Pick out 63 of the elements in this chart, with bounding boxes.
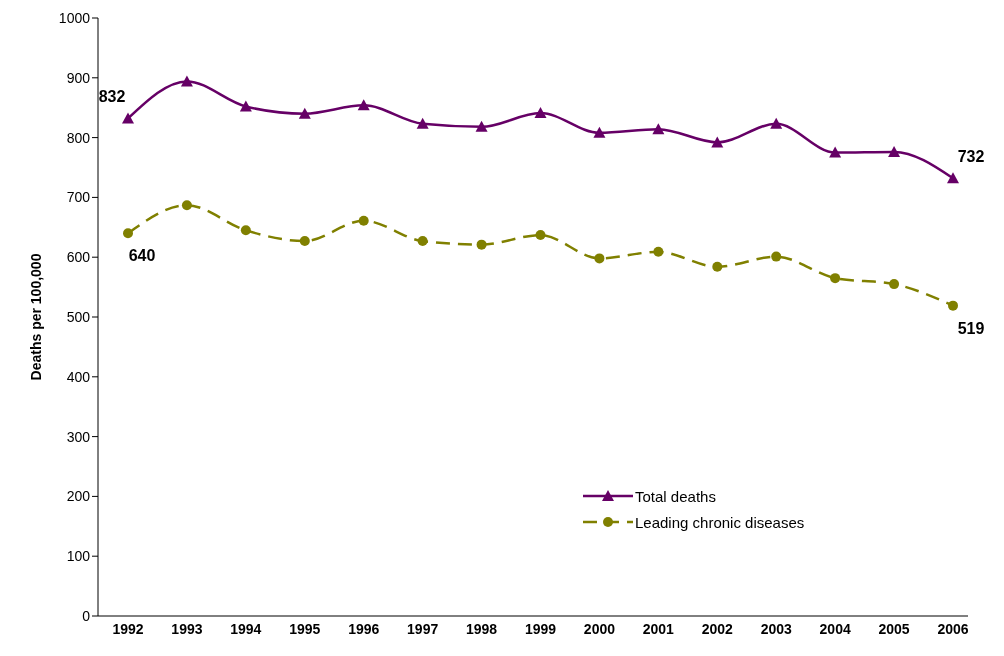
x-tick-label: 1999 — [524, 620, 557, 637]
x-tick-label: 2002 — [701, 620, 734, 637]
y-tick-label: 600 — [66, 249, 91, 266]
y-tick-label: 800 — [66, 129, 91, 146]
x-tick-label: 2003 — [760, 620, 792, 637]
x-tick-label: 2001 — [642, 620, 675, 637]
point — [830, 273, 841, 284]
point — [475, 120, 488, 132]
x-tick-label: 1995 — [289, 620, 321, 637]
x-tick-label: 2004 — [819, 620, 851, 637]
data-label: 832 — [98, 88, 126, 106]
point — [652, 123, 665, 135]
point — [888, 145, 901, 157]
x-tick-label: 1996 — [348, 620, 380, 637]
point — [535, 230, 546, 241]
point — [948, 300, 958, 311]
point — [239, 100, 252, 112]
point — [712, 261, 723, 272]
point — [358, 215, 369, 226]
point — [594, 253, 605, 264]
x-tick-label: 2006 — [937, 620, 969, 637]
point — [593, 126, 606, 138]
point — [240, 225, 251, 236]
y-axis-title: Deaths per 100,000 — [27, 253, 44, 381]
data-label: 640 — [128, 247, 156, 265]
x-tick-label: 2005 — [878, 620, 910, 637]
x-tick-label: 1992 — [112, 620, 144, 637]
point — [123, 228, 133, 239]
y-tick-label: 100 — [66, 548, 91, 565]
point — [180, 75, 193, 87]
x-tick-label: 1997 — [407, 620, 439, 637]
point — [947, 172, 959, 184]
legend-label: Total deaths — [635, 487, 716, 505]
y-tick-label: 1000 — [58, 9, 91, 26]
x-tick-label: 2000 — [583, 620, 616, 637]
point — [357, 99, 370, 111]
point — [122, 112, 134, 124]
point — [653, 246, 664, 257]
point — [298, 107, 311, 119]
y-tick-label: 900 — [66, 69, 91, 86]
point — [711, 136, 724, 148]
point — [476, 239, 487, 250]
point — [299, 236, 310, 247]
point — [889, 279, 900, 290]
y-tick-label: 200 — [66, 488, 91, 505]
legend-label: Leading chronic diseases — [635, 513, 805, 531]
data-label: 732 — [957, 148, 985, 166]
y-tick-label: 400 — [66, 368, 91, 385]
point — [829, 146, 842, 158]
x-tick-label: 1994 — [230, 620, 262, 637]
point — [181, 200, 192, 211]
y-tick-label: 700 — [66, 189, 91, 206]
point — [417, 236, 428, 247]
point — [770, 117, 783, 129]
data-label: 519 — [957, 319, 985, 337]
point — [416, 117, 429, 129]
point — [534, 107, 547, 119]
point — [771, 251, 782, 262]
y-tick-label: 300 — [66, 428, 91, 445]
x-tick-label: 1998 — [465, 620, 498, 637]
y-tick-label: 500 — [66, 308, 91, 325]
x-tick-label: 1993 — [171, 620, 203, 637]
y-tick-label: 0 — [82, 607, 91, 624]
